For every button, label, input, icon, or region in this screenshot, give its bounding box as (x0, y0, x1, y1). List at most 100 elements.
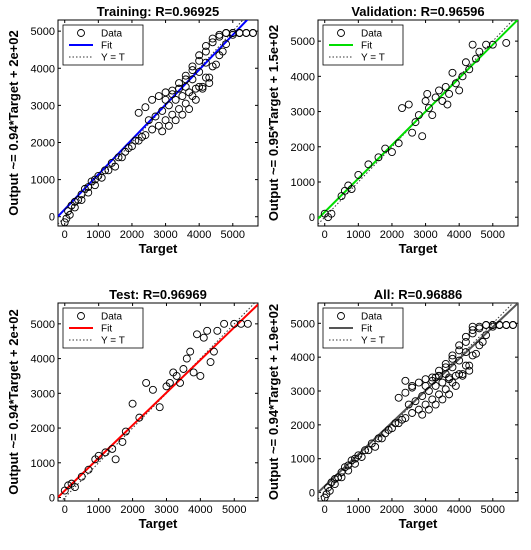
data-point (408, 381, 417, 390)
y-tick-label: 2000 (291, 142, 315, 154)
data-point (465, 65, 474, 74)
plot-area (317, 302, 519, 502)
data-point (84, 465, 93, 474)
legend-label: Data (361, 29, 383, 40)
x-tick-label: 0 (322, 504, 328, 516)
chart-panel-1: 0 1000 2000 3000 4000 5000 0 1000 2000 3000 4000 50… (6, 4, 259, 256)
data-point (374, 434, 383, 443)
data-point (185, 88, 194, 97)
data-point (121, 427, 130, 436)
y-tick-label: 3000 (291, 107, 315, 119)
legend-marker-data (337, 29, 345, 37)
x-tick-label: 1000 (346, 504, 370, 516)
data-point (455, 346, 464, 355)
data-point (77, 472, 86, 481)
data-point (421, 375, 430, 384)
data-point (364, 160, 373, 169)
x-tick-label: 4000 (447, 229, 471, 241)
data-point (209, 347, 218, 356)
y-tick-label: 2000 (31, 423, 55, 435)
data-point (423, 89, 432, 98)
data-point (327, 209, 336, 218)
data-point (421, 381, 430, 390)
data-point (478, 337, 487, 346)
x-tick-label: 2000 (120, 504, 144, 516)
data-point (404, 400, 413, 409)
x-tick-label: 1000 (346, 229, 370, 241)
legend-marker-data (77, 29, 85, 37)
data-point (141, 103, 150, 112)
data-point (135, 413, 144, 422)
data-point (438, 97, 447, 105)
data-point (441, 363, 450, 372)
data-point (91, 181, 99, 190)
data-point (178, 92, 187, 101)
y-tick-label: 4000 (291, 352, 315, 364)
data-point (186, 347, 195, 356)
legend-label: Data (101, 29, 123, 40)
plot-content (58, 20, 257, 226)
fit-line (318, 303, 518, 494)
y-tick-label: 1000 (291, 454, 315, 466)
x-axis-label: Target (399, 516, 438, 531)
y-axis-label: Output ~= 0.94*Target + 1.9e+02 (266, 304, 281, 500)
data-point (461, 58, 470, 67)
data-point (414, 405, 423, 414)
data-point (451, 381, 460, 390)
data-point (421, 400, 430, 409)
data-point (101, 166, 110, 175)
data-point (438, 395, 447, 404)
data-point (414, 378, 423, 387)
data-point (424, 104, 433, 112)
data-point (70, 483, 79, 492)
y-tick-label: 1000 (291, 177, 315, 189)
data-point (108, 444, 117, 453)
data-point (435, 366, 443, 375)
data-point (114, 153, 123, 162)
y-axis-label: Output ~= 0.94*Target + 2e+02 (6, 30, 21, 215)
data-point (178, 110, 187, 119)
data-point (448, 354, 457, 363)
chart-title: Test: R=0.96969 (109, 287, 207, 302)
x-tick-label: 3000 (154, 504, 178, 516)
data-point (468, 322, 477, 331)
data-point (482, 321, 491, 329)
data-point (222, 40, 231, 49)
legend-label: Fit (101, 324, 112, 335)
data-point (196, 371, 205, 380)
data-point (461, 332, 470, 341)
data-point (104, 166, 113, 175)
y-tick-label: 5000 (31, 26, 55, 38)
data-point (445, 373, 454, 382)
data-point (168, 90, 177, 99)
data-point (465, 366, 474, 375)
data-point (181, 71, 190, 80)
data-point (193, 330, 201, 339)
data-point (158, 106, 167, 115)
x-axis-label: Target (139, 241, 178, 256)
plot-content (58, 303, 258, 501)
data-point (142, 378, 151, 387)
data-point (206, 358, 215, 367)
data-point (509, 321, 517, 329)
x-tick-label: 2000 (120, 229, 144, 241)
data-point (354, 170, 363, 179)
data-point (70, 203, 79, 212)
legend-marker-data (77, 312, 85, 320)
legend-label: Fit (361, 41, 372, 52)
data-point (364, 446, 373, 455)
x-tick-label: 0 (62, 229, 68, 241)
data-point (398, 415, 406, 424)
data-point (205, 79, 214, 88)
data-point (418, 410, 427, 419)
x-tick-label: 3000 (413, 229, 437, 241)
x-tick-label: 3000 (413, 504, 437, 516)
data-point (488, 40, 497, 49)
data-point (394, 393, 403, 402)
data-point (195, 56, 204, 65)
data-point (151, 112, 160, 121)
x-tick-label: 4000 (447, 504, 471, 516)
data-point (198, 84, 207, 93)
